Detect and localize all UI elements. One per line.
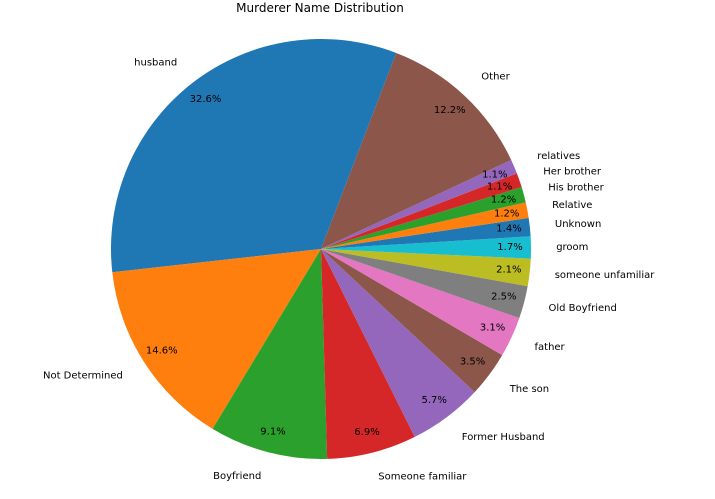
pie-slice-unknown (321, 217, 531, 249)
pie-category-label: Unknown (555, 219, 601, 230)
pie-slice-other (321, 52, 512, 250)
pie-slice-father (321, 249, 520, 356)
pie-category-label: Relative (552, 200, 592, 211)
pie-category-label: The son (509, 384, 549, 395)
pie-slice-husband (110, 39, 397, 273)
pie-category-label: husband (134, 57, 177, 68)
pie-percent-label: 6.9% (354, 427, 379, 438)
pie-percent-label: 12.2% (434, 105, 466, 116)
pie-category-label: relatives (537, 151, 580, 162)
pie-percent-label: 1.2% (494, 209, 519, 220)
pie-percent-label: 1.7% (497, 242, 522, 253)
pie-percent-label: 14.6% (146, 345, 178, 356)
pie-percent-labels: 32.6% 14.6% 9.1% 6.9% 5.7% 3.5% 3.1% 2.5% 2.1% 1.… (146, 94, 523, 438)
pie-percent-label: 1.1% (487, 182, 512, 193)
pie-category-labels: husband Not Determined Boyfriend Someone fa… (43, 57, 655, 482)
pie-category-label: Boyfriend (213, 471, 261, 482)
pie-category-label: His brother (548, 183, 604, 194)
pie-slice-boyfriend (212, 249, 328, 460)
pie-category-label: Not Determined (43, 370, 123, 381)
pie-category-label: Her brother (543, 166, 602, 177)
pie-slice-relatives (321, 159, 517, 249)
pie-slice-someone-unfamiliar (321, 249, 531, 287)
pie-slice-her-brother (321, 173, 522, 249)
pie-category-label: Someone familiar (378, 472, 467, 483)
pie-percent-label: 2.1% (496, 265, 521, 276)
pie-percent-label: 3.5% (460, 356, 485, 367)
pie-slice-groom (321, 236, 532, 259)
pie-slice-the-son (321, 249, 503, 393)
pie-slice-his-brother (321, 187, 526, 249)
pie-category-label: Other (481, 71, 510, 82)
pie-percent-label: 1.1% (482, 169, 507, 180)
pie-category-label: groom (556, 242, 588, 253)
pie-percent-label: 2.5% (491, 292, 516, 303)
pie-percent-label: 32.6% (190, 94, 222, 105)
pie-slice-not-determined (112, 249, 321, 429)
pie-category-label: Old Boyfriend (549, 303, 617, 314)
pie-category-label: Former Husband (462, 432, 545, 443)
pie-category-label: father (535, 342, 566, 353)
pie-percent-label: 5.7% (421, 395, 446, 406)
pie-slice-old-boyfriend (321, 249, 528, 319)
chart-title: Murderer Name Distribution (236, 1, 404, 15)
pie-percent-label: 3.1% (480, 323, 505, 334)
pie-percent-label: 9.1% (260, 426, 285, 437)
pie-slice-former-husband (321, 249, 475, 437)
pie-slice-relative (321, 202, 529, 249)
pie-percent-label: 1.4% (496, 224, 521, 235)
pie-percent-label: 1.2% (491, 195, 516, 206)
pie-category-label: someone unfamiliar (555, 270, 656, 281)
pie-slices (110, 39, 532, 460)
pie-slice-someone-familiar (321, 249, 415, 459)
